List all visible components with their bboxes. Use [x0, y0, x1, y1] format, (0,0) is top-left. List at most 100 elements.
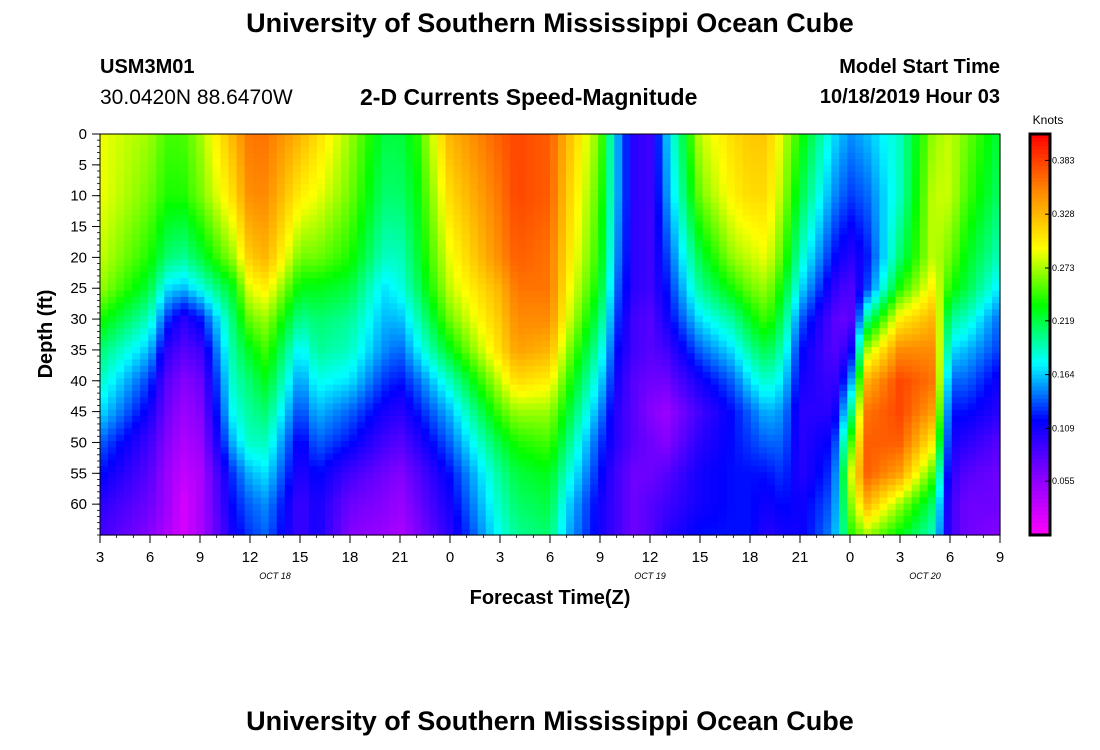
heatmap-cell [429, 497, 439, 505]
heatmap-cell [325, 478, 334, 486]
heatmap-cell [244, 152, 254, 160]
heatmap-cell [533, 202, 543, 210]
heatmap-cell [292, 397, 302, 405]
heatmap-cell [566, 321, 575, 329]
heatmap-cell [413, 378, 423, 386]
heatmap-cell [292, 428, 302, 436]
heatmap-cell [300, 215, 310, 223]
heatmap-cell [509, 259, 519, 267]
heatmap-cell [228, 259, 238, 267]
heatmap-cell [172, 265, 181, 273]
heatmap-cell [220, 234, 230, 242]
heatmap-cell [405, 221, 414, 229]
heatmap-cell [260, 516, 270, 524]
heatmap-cell [308, 196, 318, 204]
heatmap-cell [445, 152, 455, 160]
heatmap-cell [284, 134, 294, 141]
heatmap-cell [477, 177, 487, 185]
heatmap-cell [445, 390, 455, 398]
heatmap-cell [550, 177, 559, 185]
heatmap-cell [477, 290, 487, 298]
heatmap-cell [574, 253, 583, 260]
heatmap-cell [670, 428, 680, 436]
heatmap-cell [686, 447, 696, 455]
heatmap-cell [533, 409, 543, 417]
heatmap-cell [413, 171, 423, 179]
heatmap-cell [525, 271, 535, 279]
heatmap-cell [517, 221, 527, 229]
heatmap-cell [590, 409, 599, 417]
heatmap-cell [244, 403, 254, 411]
heatmap-cell [325, 472, 334, 480]
heatmap-cell [212, 453, 222, 461]
heatmap-cell [606, 422, 615, 430]
heatmap-cell [308, 215, 318, 223]
heatmap-cell [437, 271, 447, 279]
heatmap-cell [132, 265, 141, 273]
heatmap-cell [694, 278, 704, 285]
heatmap-cell [100, 478, 109, 486]
heatmap-cell [164, 503, 173, 511]
heatmap-cell [710, 202, 720, 210]
heatmap-cell [316, 221, 326, 229]
heatmap-cell [124, 328, 133, 336]
heatmap-cell [501, 290, 511, 298]
heatmap-cell [148, 472, 157, 480]
heatmap-cell [694, 428, 704, 436]
heatmap-cell [718, 522, 728, 530]
heatmap-cell [509, 447, 519, 455]
heatmap-cell [244, 453, 254, 461]
heatmap-cell [156, 259, 165, 267]
heatmap-cell [469, 140, 479, 148]
heatmap-cell [236, 434, 246, 442]
heatmap-cell [525, 409, 535, 417]
heatmap-cell [381, 177, 390, 185]
heatmap-cell [389, 140, 398, 148]
heatmap-cell [501, 259, 511, 267]
heatmap-cell [381, 202, 390, 210]
heatmap-cell [509, 478, 519, 486]
heatmap-cell [525, 422, 535, 430]
heatmap-cell [349, 390, 358, 398]
heatmap-cell [509, 472, 519, 480]
heatmap-cell [397, 453, 406, 461]
heatmap-cell [244, 528, 254, 536]
heatmap-cell [550, 309, 559, 317]
heatmap-cell [509, 384, 519, 392]
heatmap-cell [236, 227, 246, 235]
heatmap-cell [389, 347, 398, 354]
heatmap-cell [124, 240, 133, 248]
heatmap-cell [550, 159, 559, 166]
heatmap-cell [582, 528, 591, 536]
heatmap-cell [501, 359, 511, 367]
heatmap-cell [630, 397, 639, 405]
heatmap-cell [389, 253, 398, 260]
page-title: University of Southern Mississippi Ocean… [246, 8, 854, 38]
heatmap-cell [405, 484, 414, 492]
heatmap-cell [517, 403, 527, 411]
heatmap-cell [533, 491, 543, 499]
heatmap-cell [686, 466, 696, 473]
heatmap-cell [244, 321, 254, 329]
heatmap-cell [397, 484, 406, 492]
heatmap-cell [188, 503, 198, 511]
heatmap-cell [212, 227, 222, 235]
heatmap-cell [606, 509, 615, 517]
heatmap-cell [276, 340, 286, 348]
heatmap-cell [284, 171, 294, 179]
heatmap-cell [550, 234, 559, 242]
heatmap-cell [718, 303, 728, 311]
heatmap-cell [148, 347, 157, 354]
heatmap-cell [654, 353, 664, 361]
heatmap-cell [276, 253, 286, 260]
heatmap-cell [614, 296, 623, 304]
heatmap-cell [365, 227, 374, 235]
heatmap-cell [574, 509, 583, 517]
heatmap-cell [244, 428, 254, 436]
heatmap-cell [252, 453, 262, 461]
heatmap-cell [702, 284, 712, 292]
heatmap-cell [156, 472, 165, 480]
heatmap-cell [469, 165, 479, 173]
heatmap-cell [116, 459, 125, 467]
heatmap-cell [429, 472, 439, 480]
